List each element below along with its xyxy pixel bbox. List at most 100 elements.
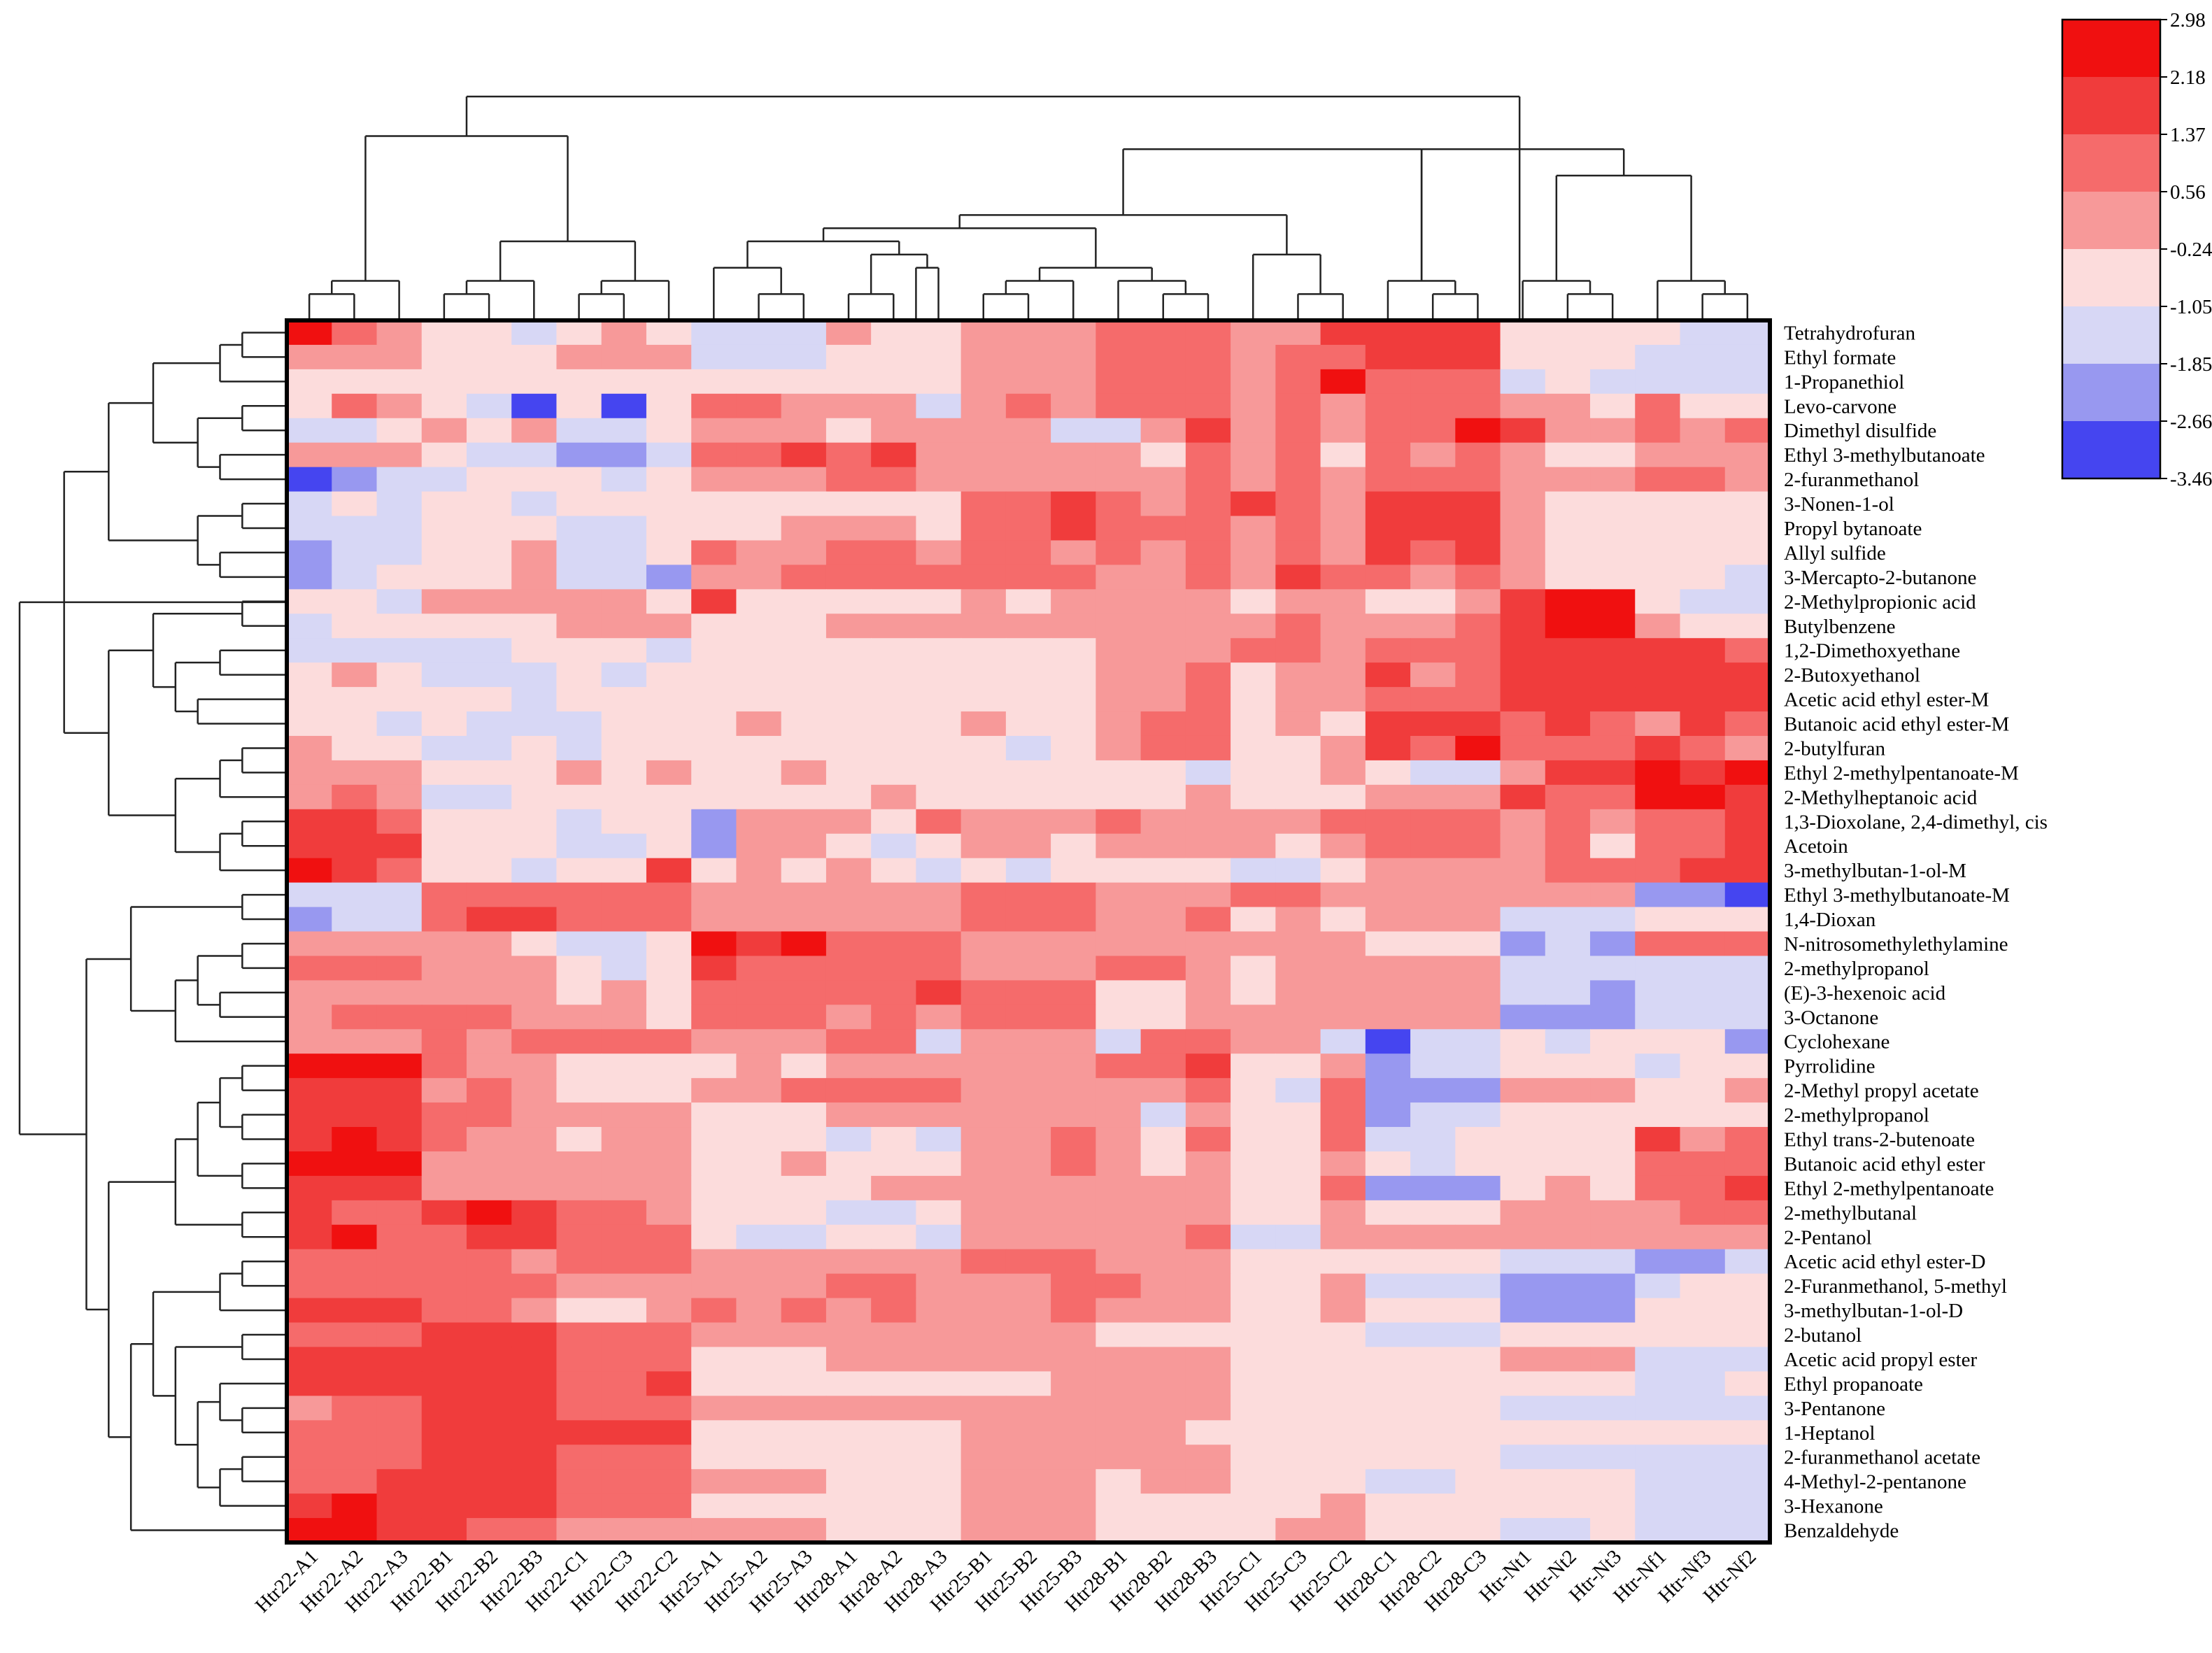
heatmap-cell: [646, 931, 692, 957]
heatmap-cell: [421, 491, 467, 517]
heatmap-cell: [1320, 320, 1366, 346]
row-label: Propyl bytanoate: [1784, 518, 1922, 540]
heatmap-cell: [1005, 858, 1051, 884]
heatmap-cell: [1231, 589, 1276, 614]
heatmap-cell: [1320, 638, 1366, 663]
heatmap-cell: [1140, 1175, 1186, 1201]
heatmap-cell: [1680, 1396, 1726, 1421]
heatmap-cell: [1051, 1518, 1096, 1543]
heatmap-cell: [287, 638, 332, 663]
heatmap-cell: [1185, 809, 1231, 835]
heatmap-cell: [1185, 1298, 1231, 1324]
heatmap-cell: [691, 1518, 737, 1543]
heatmap-cell: [1635, 1518, 1681, 1543]
heatmap-cell: [332, 1005, 378, 1030]
heatmap-cell: [1500, 1518, 1546, 1543]
heatmap-cell: [1096, 516, 1142, 541]
heatmap-cell: [871, 320, 916, 346]
heatmap-cell: [1590, 1469, 1636, 1494]
heatmap-cell: [916, 931, 962, 957]
heatmap-cell: [1005, 735, 1051, 761]
heatmap-cell: [781, 907, 827, 932]
heatmap-cell: [421, 1396, 467, 1421]
row-label: Acetic acid ethyl ester-D: [1784, 1251, 1985, 1273]
heatmap-cell: [1545, 393, 1591, 419]
heatmap-cell: [960, 1445, 1007, 1470]
heatmap-cell: [1635, 662, 1681, 688]
heatmap-cell: [556, 1298, 602, 1324]
heatmap-cell: [825, 931, 872, 957]
heatmap-cell: [1590, 1445, 1636, 1470]
heatmap-cell: [1231, 1469, 1276, 1494]
heatmap-cell: [1365, 1371, 1411, 1396]
heatmap-cell: [781, 1298, 827, 1324]
heatmap-cell: [1545, 1420, 1591, 1445]
heatmap-cell: [736, 760, 782, 786]
heatmap-cell: [556, 1224, 602, 1250]
heatmap-cell: [1231, 1494, 1276, 1519]
heatmap-cell: [1724, 760, 1771, 786]
heatmap-cell: [511, 784, 558, 810]
heatmap-cell: [1005, 1445, 1051, 1470]
heatmap-cell: [1051, 1371, 1096, 1396]
heatmap-cell: [1140, 1151, 1186, 1177]
heatmap-cell: [1365, 1298, 1411, 1324]
heatmap-cell: [1185, 735, 1231, 761]
heatmap-cell: [1545, 491, 1591, 517]
heatmap-cell: [691, 320, 737, 346]
heatmap-cell: [511, 931, 558, 957]
heatmap-cell: [1590, 320, 1636, 346]
heatmap-cell: [1275, 393, 1321, 419]
heatmap-cell: [1185, 956, 1231, 981]
heatmap-cell: [1545, 516, 1591, 541]
heatmap-cell: [376, 467, 423, 492]
heatmap-cell: [1545, 1053, 1591, 1079]
heatmap-cell: [691, 1102, 737, 1128]
heatmap-cell: [1231, 662, 1276, 688]
heatmap-cell: [825, 711, 872, 737]
heatmap-cell: [1680, 491, 1726, 517]
heatmap-cell: [1185, 1347, 1231, 1372]
heatmap-cell: [511, 1005, 558, 1030]
heatmap-cell: [960, 369, 1007, 395]
heatmap-cell: [916, 1518, 962, 1543]
heatmap-cell: [1635, 1005, 1681, 1030]
heatmap-cell: [1275, 687, 1321, 712]
heatmap-cell: [1365, 760, 1411, 786]
heatmap-cell: [1635, 1494, 1681, 1519]
heatmap-cell: [287, 907, 332, 932]
heatmap-cell: [1185, 393, 1231, 419]
heatmap-cell: [1455, 516, 1501, 541]
heatmap-cell: [1724, 1151, 1771, 1177]
heatmap-cell: [332, 467, 378, 492]
heatmap-cell: [1231, 858, 1276, 884]
heatmap-cell: [1005, 687, 1051, 712]
heatmap-cell: [466, 369, 512, 395]
heatmap-cell: [1365, 1200, 1411, 1226]
heatmap-cell: [1590, 882, 1636, 908]
heatmap-cell: [1185, 1005, 1231, 1030]
heatmap-cell: [1680, 687, 1726, 712]
heatmap-cell: [1680, 1224, 1726, 1250]
heatmap-cell: [1275, 320, 1321, 346]
heatmap-cell: [1365, 516, 1411, 541]
legend-tick-label: 1.37: [2170, 124, 2206, 146]
heatmap-cell: [1365, 833, 1411, 859]
heatmap-cell: [376, 1127, 423, 1152]
heatmap-cell: [1410, 589, 1456, 614]
heatmap-cell: [421, 1078, 467, 1103]
heatmap-cell: [466, 613, 512, 639]
heatmap-cell: [601, 1273, 647, 1299]
heatmap-cell: [646, 1371, 692, 1396]
heatmap-cell: [736, 956, 782, 981]
heatmap-cell: [1635, 833, 1681, 859]
heatmap-cell: [1724, 809, 1771, 835]
heatmap-cell: [1724, 1445, 1771, 1470]
heatmap-cell: [1365, 589, 1411, 614]
heatmap-cell: [556, 809, 602, 835]
heatmap-cell: [511, 1249, 558, 1275]
heatmap-cell: [646, 1175, 692, 1201]
heatmap-cell: [960, 540, 1007, 565]
heatmap-cell: [1545, 809, 1591, 835]
